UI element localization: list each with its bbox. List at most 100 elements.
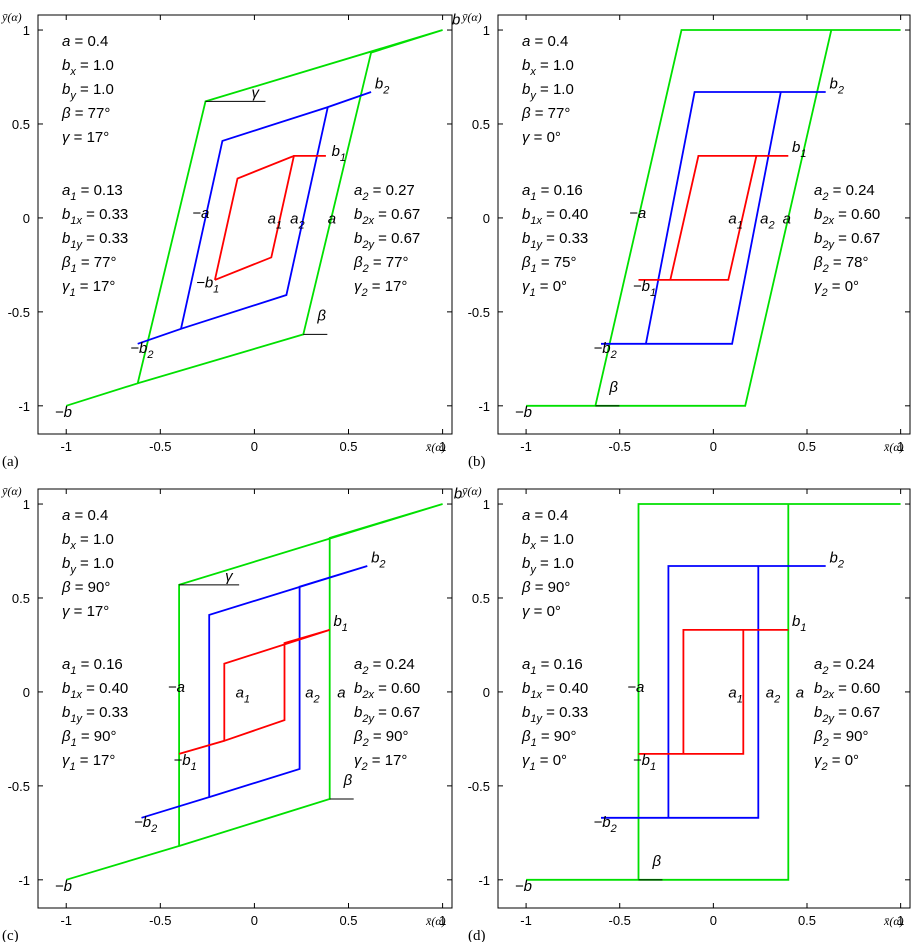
plot-frame xyxy=(37,488,453,909)
param-main-line: β = 90° xyxy=(61,579,110,596)
param-loop1-line: γ1 = 0° xyxy=(522,752,567,773)
x-axis-label: x̄(α) xyxy=(883,914,904,928)
curve-label: a2 xyxy=(305,685,319,706)
x-tick-label: 0 xyxy=(251,439,258,454)
param-loop2-line: γ2 = 0° xyxy=(814,278,859,299)
curve-label: −a xyxy=(629,205,646,222)
param-loop1-line: b1y = 0.33 xyxy=(522,704,588,725)
curve-label: b2 xyxy=(829,75,843,96)
curve-label: a xyxy=(796,685,804,702)
panel-a: -1 -0.5 0 0.5 1-1-0.500.51x̄(α)ȳ(α) b−bb2−b2b… xyxy=(1,10,460,454)
param-loop1-line: β1 = 90° xyxy=(61,728,116,749)
panel-c: -1 -0.5 0 0.5 1-1-0.500.51x̄(α)ȳ(α) b−bb2−b2b… xyxy=(1,484,462,928)
curve-label: −b2 xyxy=(134,814,157,835)
y-tick-label: 0.5 xyxy=(12,117,30,132)
curve-label: a1 xyxy=(728,685,742,706)
param-loop2-line: β2 = 90° xyxy=(813,728,868,749)
param-loop1-line: γ1 = 0° xyxy=(522,278,567,299)
curve-label: b1 xyxy=(792,613,806,634)
curve-label: b xyxy=(452,11,460,28)
y-tick-label: -0.5 xyxy=(468,779,490,794)
y-tick-label: -1 xyxy=(478,873,490,888)
param-main-line: a = 0.4 xyxy=(522,33,568,50)
curve-label: −b1 xyxy=(633,278,656,299)
param-loop1-line: a1 = 0.16 xyxy=(62,656,123,677)
param-loop2-line: b2x = 0.60 xyxy=(814,680,880,701)
param-loop2-line: β2 = 78° xyxy=(813,254,868,275)
panel-label: (b) xyxy=(468,454,486,470)
panel-label: (a) xyxy=(2,454,19,470)
panel-b: -1-0.500.51-1-0.500.51x̄(α)ȳ(α)b−bb2−b2b… xyxy=(461,10,912,454)
param-main-line: β = 90° xyxy=(521,579,570,596)
param-loop1-line: β1 = 90° xyxy=(521,728,576,749)
curve-label: a1 xyxy=(268,211,282,232)
inner-loop-line xyxy=(214,154,326,281)
x-tick-label: -1 xyxy=(60,913,72,928)
param-main-line: by = 1.0 xyxy=(522,555,574,576)
param-loop1-line: a1 = 0.16 xyxy=(522,182,583,203)
panel-label: (d) xyxy=(468,928,486,942)
y-tick-label: 1 xyxy=(483,23,490,38)
param-main-line: by = 1.0 xyxy=(522,81,574,102)
curve-label: −b xyxy=(515,404,532,421)
param-loop1-line: β1 = 77° xyxy=(61,254,116,275)
curve-label: −b1 xyxy=(196,274,219,295)
x-tick-label: 0.5 xyxy=(798,439,816,454)
panel-d: -1-0.500.51-1-0.500.51x̄(α)ȳ(α)b−bb2−b2b… xyxy=(461,484,912,928)
curve-label: −b xyxy=(515,878,532,895)
y-tick-label: 0.5 xyxy=(12,591,30,606)
x-tick-label: 1 xyxy=(439,913,446,928)
param-loop2-line: γ2 = 17° xyxy=(354,278,407,299)
outer-loop-line xyxy=(526,503,901,881)
gamma-angle-label: γ xyxy=(251,84,260,101)
param-main-line: γ = 0° xyxy=(522,129,561,146)
param-loop1-line: b1x = 0.40 xyxy=(62,680,128,701)
param-main-line: γ = 0° xyxy=(522,603,561,620)
beta-angle-label: β xyxy=(343,772,353,789)
x-tick-label: 0 xyxy=(251,913,258,928)
x-axis-label: x̄(α) xyxy=(425,914,446,928)
curve-label: −a xyxy=(627,679,644,696)
param-loop1-line: a1 = 0.13 xyxy=(62,182,123,203)
param-loop1-line: b1y = 0.33 xyxy=(522,230,588,251)
gamma-angle-label: γ xyxy=(225,568,234,585)
x-axis-label: x̄(α) xyxy=(425,440,446,454)
curve-label: b2 xyxy=(375,75,389,96)
y-tick-label: -0.5 xyxy=(8,779,30,794)
beta-angle-label: β xyxy=(651,853,661,870)
curve-label: b1 xyxy=(333,613,347,634)
curve-label: −b1 xyxy=(633,752,656,773)
y-tick-label: 1 xyxy=(23,497,30,512)
outer-loop-line xyxy=(526,29,901,407)
param-loop2-line: b2y = 0.67 xyxy=(814,704,880,725)
param-loop1-line: b1x = 0.33 xyxy=(62,206,128,227)
param-main-line: β = 77° xyxy=(61,105,110,122)
curve-label: −b2 xyxy=(594,340,617,361)
param-loop1-line: b1x = 0.40 xyxy=(522,206,588,227)
x-tick-label: -1 xyxy=(520,913,532,928)
inner-loop-line xyxy=(638,154,789,281)
param-loop2-line: a2 = 0.24 xyxy=(814,656,875,677)
param-loop2-line: b2y = 0.67 xyxy=(354,230,420,251)
y-tick-label: -0.5 xyxy=(468,305,490,320)
y-axis-label: ȳ(α) xyxy=(1,10,22,24)
curve-label: a2 xyxy=(290,211,304,232)
param-loop2-line: a2 = 0.24 xyxy=(814,182,875,203)
param-loop1-line: a1 = 0.16 xyxy=(522,656,583,677)
param-loop2-line: γ2 = 0° xyxy=(814,752,859,773)
x-tick-label: 1 xyxy=(439,439,446,454)
param-main-line: a = 0.4 xyxy=(62,507,108,524)
x-tick-label: -0.5 xyxy=(149,913,171,928)
x-tick-label: 0 xyxy=(710,913,717,928)
x-tick-label: 1 xyxy=(897,439,904,454)
x-tick-label: -0.5 xyxy=(609,439,631,454)
param-loop1-line: b1y = 0.33 xyxy=(62,230,128,251)
param-main-line: γ = 17° xyxy=(62,129,109,146)
curve-label: a1 xyxy=(236,685,250,706)
y-tick-label: -1 xyxy=(18,873,30,888)
curve-label: −b2 xyxy=(130,340,153,361)
curve-label: −a xyxy=(192,205,209,222)
param-loop2-line: a2 = 0.27 xyxy=(354,182,415,203)
param-loop1-line: γ1 = 17° xyxy=(62,752,115,773)
y-tick-label: -0.5 xyxy=(8,305,30,320)
